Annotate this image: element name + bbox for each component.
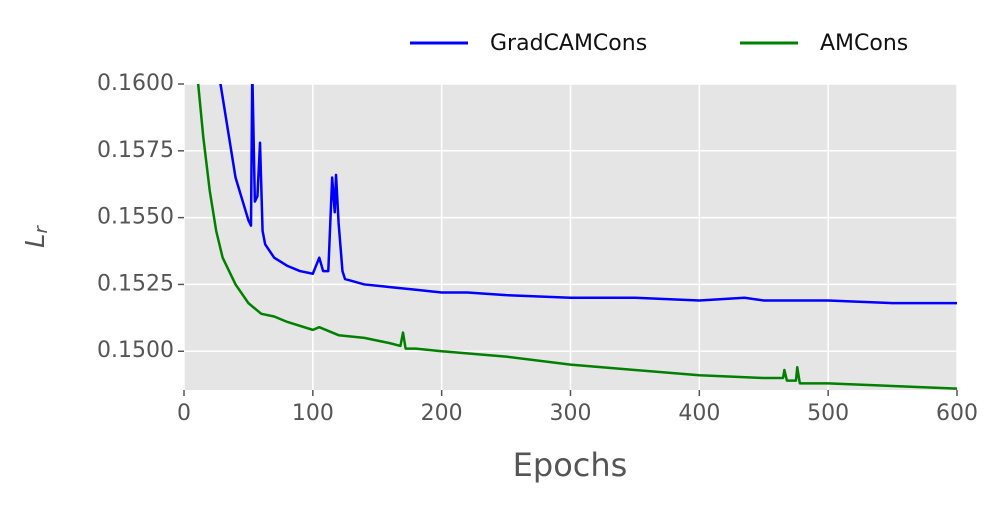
x-tick-label: 200 xyxy=(421,401,463,426)
x-tick-label: 100 xyxy=(292,401,334,426)
y-axis-label-main: L xyxy=(21,233,51,248)
x-tick-label: 600 xyxy=(936,401,978,426)
legend-label: AMCons xyxy=(820,31,908,56)
legend-label: GradCAMCons xyxy=(490,31,647,56)
y-axis-label-sub: r xyxy=(31,224,52,233)
y-tick-label: 0.1600 xyxy=(97,71,174,96)
y-tick-label: 0.1550 xyxy=(97,205,174,230)
x-tick-label: 500 xyxy=(807,401,849,426)
x-tick-label: 0 xyxy=(177,401,191,426)
x-axis-label: Epochs xyxy=(513,446,628,484)
y-axis-label: Lr xyxy=(21,224,53,248)
series-line xyxy=(196,84,957,390)
y-tick-label: 0.1525 xyxy=(97,271,174,296)
series-line xyxy=(219,84,957,305)
x-tick-label: 400 xyxy=(678,401,720,426)
x-tick-label: 300 xyxy=(550,401,592,426)
plot-lines xyxy=(196,84,957,390)
y-tick-label: 0.1500 xyxy=(97,338,174,363)
y-tick-label: 0.1575 xyxy=(97,138,174,163)
